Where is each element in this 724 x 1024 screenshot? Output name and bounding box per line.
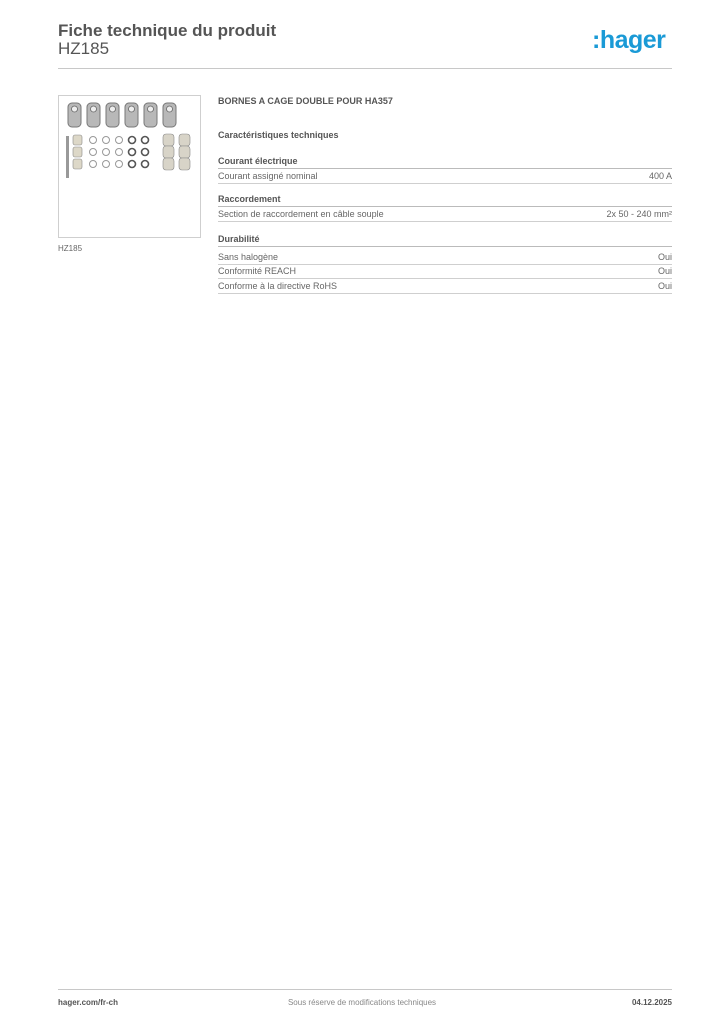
washer-shape [89,136,97,144]
washer-shape [140,147,150,157]
section-header-courant: Courant électrique [218,154,672,169]
product-image [58,95,201,238]
washer-shape [115,148,123,156]
sleeve-shape [178,145,191,159]
footer-disclaimer: Sous réserve de modifications techniques [287,998,437,1007]
footer-date: 04.12.2025 [631,998,672,1007]
clamp-screw-shape [109,105,116,113]
footer-divider [58,989,672,990]
spec-row: Courant assigné nominal 400 A [218,169,672,184]
sleeve-shape [178,157,191,171]
footer-website-link[interactable]: hager.com/fr-ch [58,998,119,1007]
section-header-raccordement: Raccordement [218,192,672,207]
spec-row: Sans halogène Oui [218,250,672,265]
clamp-screw-shape [166,105,173,113]
product-description: BORNES A CAGE DOUBLE POUR HA357 [218,96,393,106]
spec-value: Oui [657,266,672,276]
clamp-screw-shape [90,105,97,113]
sleeve-shape [178,133,191,147]
washer-shape [89,148,97,156]
section-header-durabilite: Durabilité [218,232,672,247]
sleeve-shape [162,145,175,159]
spec-value: Oui [657,252,672,262]
washer-shape [102,148,110,156]
hager-logo: :hager [592,26,666,54]
spec-label: Courant assigné nominal [218,171,318,181]
clamp-screw-shape [128,105,135,113]
nut-shape [72,146,83,158]
characteristics-title: Caractéristiques techniques [218,130,339,140]
document-title: Fiche technique du produit [58,21,277,40]
spec-label: Conforme à la directive RoHS [218,281,338,291]
sleeve-shape [162,157,175,171]
washer-shape [115,160,123,168]
washer-shape [102,136,110,144]
spec-label: Section de raccordement en câble souple [218,209,384,219]
spec-row: Section de raccordement en câble souple … [218,207,672,222]
header-divider [58,68,672,69]
washer-shape [127,159,137,169]
bolt-shape [66,136,69,178]
spec-row: Conformité REACH Oui [218,264,672,279]
sleeve-shape [162,133,175,147]
spec-value: Oui [657,281,672,291]
product-image-drawing [66,102,191,178]
washer-shape [89,160,97,168]
washer-shape [140,159,150,169]
washer-shape [140,135,150,145]
nut-shape [72,134,83,146]
spec-value: 2x 50 - 240 mm² [606,209,672,219]
washer-shape [115,136,123,144]
clamp-screw-shape [147,105,154,113]
spec-label: Sans halogène [218,252,279,262]
washer-shape [127,147,137,157]
product-code: HZ185 [58,39,110,58]
spec-label: Conformité REACH [218,266,297,276]
washer-shape [127,135,137,145]
spec-row: Conforme à la directive RoHS Oui [218,279,672,294]
nut-shape [72,158,83,170]
product-image-caption: HZ185 [58,244,83,253]
spec-value: 400 A [648,171,672,181]
clamp-screw-shape [71,105,78,113]
washer-shape [102,160,110,168]
